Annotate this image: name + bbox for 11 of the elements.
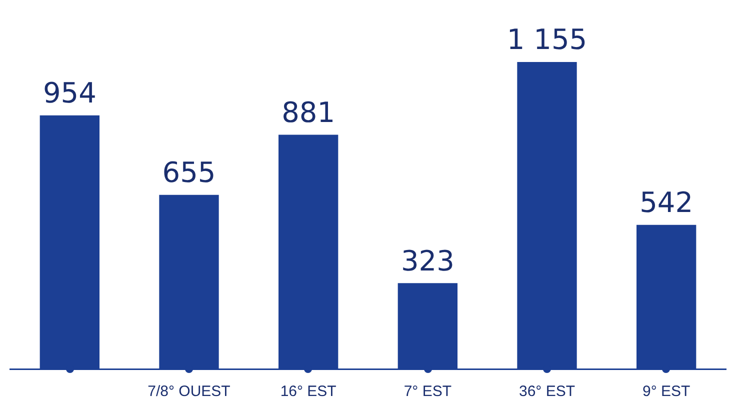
x-tick-label: 7° EST xyxy=(404,383,452,400)
x-tick-label: 16° EST xyxy=(280,383,336,400)
x-tick-label: 7/8° OUEST xyxy=(148,383,230,400)
data-label: 881 xyxy=(282,96,336,130)
data-label: 954 xyxy=(42,76,96,110)
data-label: 1 155 xyxy=(506,23,588,56)
x-tick-label: 9° EST xyxy=(642,383,690,400)
data-label: 542 xyxy=(640,186,694,220)
x-tick-label: 36° EST xyxy=(518,383,576,400)
data-label: 323 xyxy=(400,244,454,278)
data-label: 655 xyxy=(162,156,216,190)
